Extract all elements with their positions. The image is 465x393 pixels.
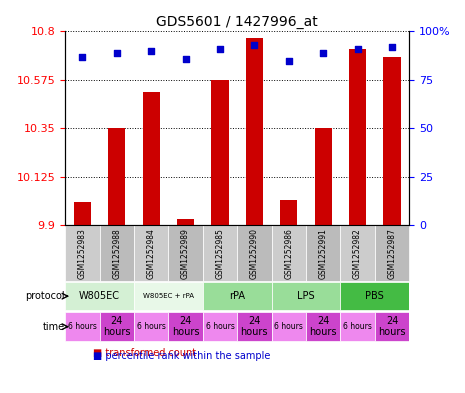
FancyBboxPatch shape: [237, 312, 272, 341]
Point: [147, 48, 155, 54]
Text: W805EC: W805EC: [79, 291, 120, 301]
Text: GSM1252985: GSM1252985: [215, 228, 225, 279]
Point: [79, 53, 86, 60]
Text: 6 hours: 6 hours: [206, 322, 234, 331]
Point: [354, 46, 361, 52]
Point: [251, 42, 258, 48]
Text: GSM1252984: GSM1252984: [146, 228, 156, 279]
Bar: [349, 49, 366, 226]
Point: [113, 50, 120, 56]
Text: GSM1252987: GSM1252987: [387, 228, 397, 279]
FancyBboxPatch shape: [65, 283, 134, 310]
Point: [388, 44, 396, 50]
FancyBboxPatch shape: [203, 226, 237, 281]
Text: GSM1252982: GSM1252982: [353, 228, 362, 279]
Text: LPS: LPS: [297, 291, 315, 301]
FancyBboxPatch shape: [203, 283, 272, 310]
Bar: [280, 200, 297, 226]
Text: rPA: rPA: [229, 291, 245, 301]
FancyBboxPatch shape: [100, 226, 134, 281]
Text: 6 hours: 6 hours: [68, 322, 97, 331]
Text: 24
hours: 24 hours: [172, 316, 199, 338]
FancyBboxPatch shape: [272, 312, 306, 341]
FancyBboxPatch shape: [65, 226, 100, 281]
Text: 6 hours: 6 hours: [343, 322, 372, 331]
FancyBboxPatch shape: [340, 226, 375, 281]
FancyBboxPatch shape: [375, 226, 409, 281]
FancyBboxPatch shape: [134, 283, 203, 310]
Point: [216, 46, 224, 52]
FancyBboxPatch shape: [168, 312, 203, 341]
Text: 6 hours: 6 hours: [137, 322, 166, 331]
Bar: [73, 202, 91, 226]
FancyBboxPatch shape: [134, 226, 168, 281]
FancyBboxPatch shape: [237, 226, 272, 281]
FancyBboxPatch shape: [306, 312, 340, 341]
FancyBboxPatch shape: [100, 312, 134, 341]
FancyBboxPatch shape: [340, 283, 409, 310]
Bar: [314, 129, 332, 226]
FancyBboxPatch shape: [65, 312, 100, 341]
Text: GSM1252991: GSM1252991: [319, 228, 328, 279]
Text: PBS: PBS: [365, 291, 384, 301]
Point: [319, 50, 327, 56]
Text: GSM1252983: GSM1252983: [78, 228, 87, 279]
Text: 24
hours: 24 hours: [240, 316, 268, 338]
Point: [285, 57, 292, 64]
Text: ■ percentile rank within the sample: ■ percentile rank within the sample: [93, 351, 270, 361]
Bar: [246, 38, 263, 226]
Text: time: time: [43, 321, 65, 332]
Text: 24
hours: 24 hours: [103, 316, 131, 338]
Bar: [211, 80, 229, 226]
FancyBboxPatch shape: [272, 226, 306, 281]
Text: GSM1252990: GSM1252990: [250, 228, 259, 279]
Text: W805EC + rPA: W805EC + rPA: [143, 293, 194, 299]
FancyBboxPatch shape: [272, 283, 340, 310]
Bar: [177, 219, 194, 226]
Text: GSM1252986: GSM1252986: [284, 228, 293, 279]
Bar: [108, 129, 125, 226]
FancyBboxPatch shape: [203, 312, 237, 341]
Text: GSM1252988: GSM1252988: [112, 228, 121, 279]
FancyBboxPatch shape: [134, 312, 168, 341]
Bar: [383, 57, 400, 226]
FancyBboxPatch shape: [306, 226, 340, 281]
Text: ■ transformed count: ■ transformed count: [93, 348, 196, 358]
Text: 24
hours: 24 hours: [378, 316, 406, 338]
Title: GDS5601 / 1427996_at: GDS5601 / 1427996_at: [156, 15, 318, 29]
FancyBboxPatch shape: [168, 226, 203, 281]
FancyBboxPatch shape: [340, 312, 375, 341]
Text: protocol: protocol: [26, 291, 65, 301]
Point: [182, 55, 189, 62]
Bar: [142, 92, 160, 226]
FancyBboxPatch shape: [375, 312, 409, 341]
Text: 24
hours: 24 hours: [309, 316, 337, 338]
Text: GSM1252989: GSM1252989: [181, 228, 190, 279]
Text: 6 hours: 6 hours: [274, 322, 303, 331]
